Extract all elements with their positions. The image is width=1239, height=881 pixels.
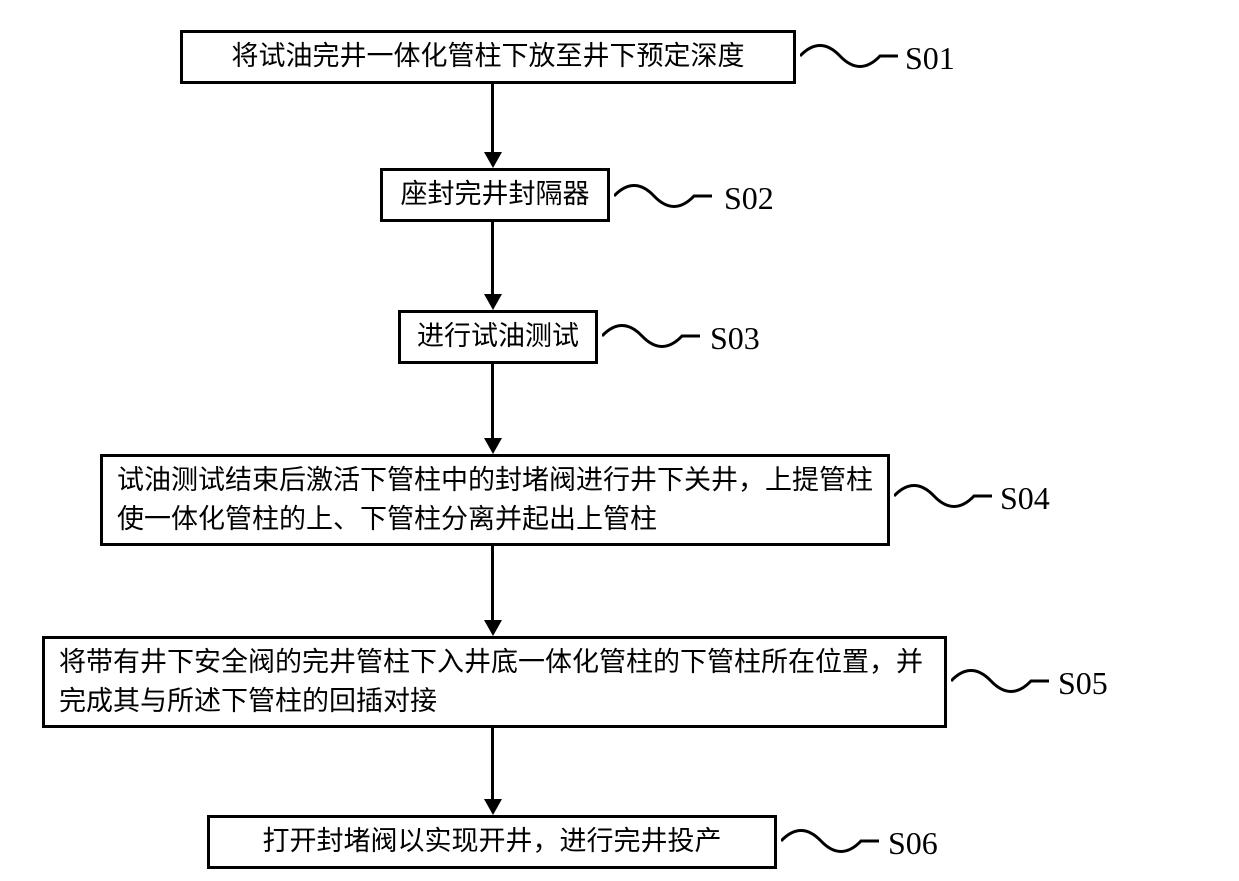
node-text: 将试油完井一体化管柱下放至井下预定深度: [232, 37, 745, 76]
arrow-head: [484, 294, 502, 310]
squiggle-s06: [781, 823, 881, 863]
arrow-head: [484, 438, 502, 454]
step-label-s01: S01: [905, 40, 955, 77]
connector-line: [491, 728, 494, 799]
step-label-s04: S04: [1000, 480, 1050, 517]
flowchart-node-s03: 进行试油测试: [398, 310, 598, 364]
node-text: 座封完井封隔器: [401, 175, 590, 214]
squiggle-s04: [894, 478, 994, 518]
squiggle-s02: [614, 178, 714, 218]
arrow-head: [484, 799, 502, 815]
step-label-s03: S03: [710, 320, 760, 357]
node-text: 试油测试结束后激活下管柱中的封堵阀进行井下关井，上提管柱使一体化管柱的上、下管柱…: [117, 461, 873, 539]
connector-line: [491, 222, 494, 294]
flowchart-container: 将试油完井一体化管柱下放至井下预定深度 S01 座封完井封隔器 S02 进行试油…: [0, 0, 1239, 881]
flowchart-node-s05: 将带有井下安全阀的完井管柱下入井底一体化管柱的下管柱所在位置，并完成其与所述下管…: [42, 636, 947, 728]
flowchart-node-s02: 座封完井封隔器: [380, 168, 610, 222]
arrow-head: [484, 620, 502, 636]
node-text: 打开封堵阀以实现开井，进行完井投产: [263, 822, 722, 861]
squiggle-s03: [602, 318, 702, 358]
step-label-s05: S05: [1058, 665, 1108, 702]
squiggle-s01: [800, 38, 900, 78]
flowchart-node-s04: 试油测试结束后激活下管柱中的封堵阀进行井下关井，上提管柱使一体化管柱的上、下管柱…: [100, 454, 890, 546]
connector-line: [491, 84, 494, 152]
step-label-s02: S02: [724, 180, 774, 217]
connector-line: [491, 546, 494, 620]
flowchart-node-s01: 将试油完井一体化管柱下放至井下预定深度: [180, 30, 796, 84]
node-text: 进行试油测试: [417, 317, 579, 356]
node-text: 将带有井下安全阀的完井管柱下入井底一体化管柱的下管柱所在位置，并完成其与所述下管…: [59, 643, 930, 721]
squiggle-s05: [951, 663, 1051, 703]
flowchart-node-s06: 打开封堵阀以实现开井，进行完井投产: [207, 815, 777, 869]
arrow-head: [484, 152, 502, 168]
step-label-s06: S06: [888, 825, 938, 862]
connector-line: [491, 364, 494, 438]
